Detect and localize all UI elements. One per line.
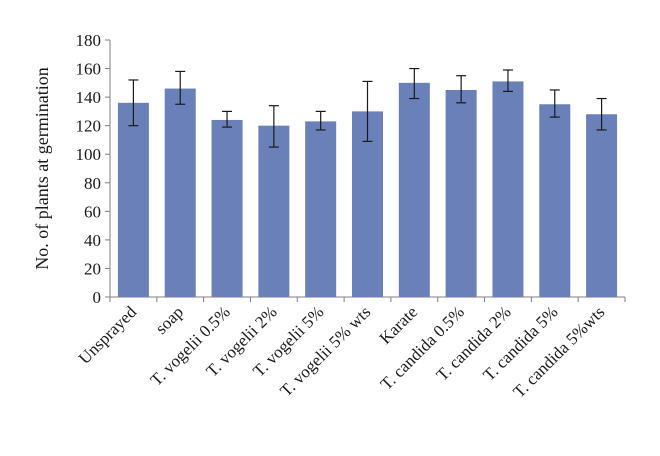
bar bbox=[164, 88, 196, 298]
error-bar bbox=[549, 89, 560, 118]
x-tick-label: T. candida 0.5% bbox=[377, 302, 468, 393]
error-bar bbox=[315, 110, 326, 131]
y-tick-label: 20 bbox=[84, 259, 101, 278]
bar bbox=[492, 81, 524, 298]
error-bar bbox=[596, 97, 607, 131]
y-tick-label: 0 bbox=[93, 288, 102, 307]
bar bbox=[352, 111, 383, 297]
error-bar bbox=[222, 110, 233, 128]
bar bbox=[117, 102, 149, 297]
y-tick-labels: 0 20 40 60 80 100 120 140 160 180 bbox=[76, 31, 102, 307]
error-bar bbox=[456, 75, 467, 104]
bar bbox=[211, 119, 243, 297]
bars bbox=[117, 81, 618, 298]
bar bbox=[305, 121, 337, 297]
error-bar bbox=[175, 70, 186, 105]
y-tick-label: 60 bbox=[84, 202, 101, 221]
bar bbox=[258, 125, 290, 298]
error-bars bbox=[128, 67, 607, 148]
bar bbox=[539, 104, 571, 297]
bar bbox=[398, 82, 430, 297]
error-bar bbox=[502, 69, 513, 93]
bar bbox=[445, 89, 477, 297]
y-tick-label: 180 bbox=[76, 31, 102, 50]
error-bar bbox=[268, 105, 279, 148]
y-tick-label: 40 bbox=[84, 231, 101, 250]
error-bar bbox=[128, 79, 139, 127]
y-tick-label: 160 bbox=[76, 60, 102, 79]
y-tick-label: 100 bbox=[76, 145, 102, 164]
bar bbox=[586, 114, 618, 297]
y-tick-label: 120 bbox=[76, 117, 102, 136]
y-tick-label: 140 bbox=[76, 88, 102, 107]
error-bar bbox=[362, 80, 373, 142]
x-tick-label: Unsprayed bbox=[75, 302, 141, 368]
x-tick-label: Karate bbox=[376, 302, 421, 347]
error-bar bbox=[409, 67, 420, 100]
x-tick-label: soap bbox=[152, 302, 187, 337]
y-tick-label: 80 bbox=[84, 174, 101, 193]
y-axis-title: No. of plants at germination bbox=[32, 67, 52, 269]
axes bbox=[105, 39, 626, 302]
